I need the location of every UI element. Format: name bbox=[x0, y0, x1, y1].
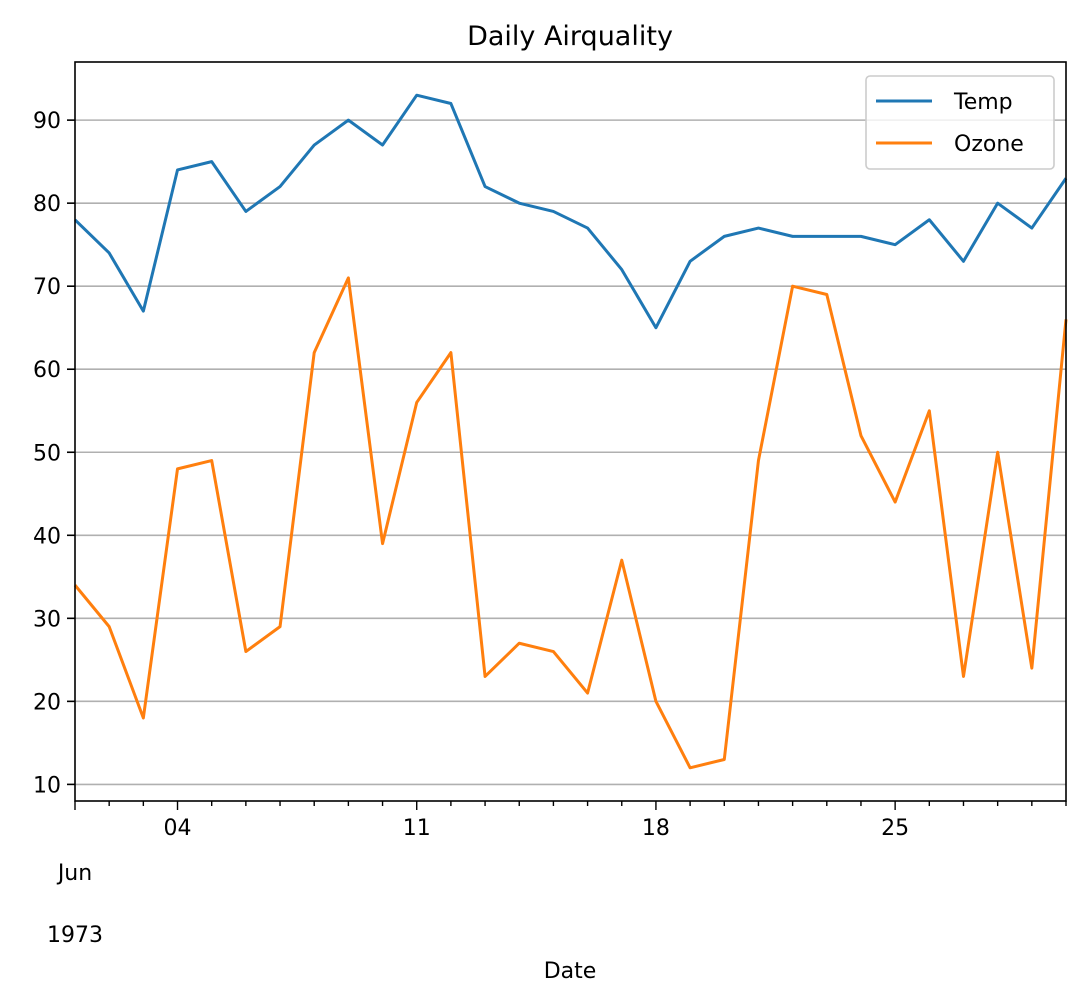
y-tick-label: 30 bbox=[33, 607, 61, 632]
x-tick-label: 25 bbox=[881, 816, 909, 841]
legend-label: Ozone bbox=[954, 132, 1024, 157]
plot-frame bbox=[74, 61, 1067, 802]
y-tick-label: 60 bbox=[33, 358, 61, 383]
series-lines bbox=[73, 93, 1068, 770]
x-tick-label: 11 bbox=[403, 816, 431, 841]
legend: Temp Ozone bbox=[865, 75, 1055, 170]
y-tick-label: 10 bbox=[33, 773, 61, 798]
y-axis: 10 20 30 40 50 60 70 80 90 bbox=[33, 109, 75, 798]
y-tick-label: 90 bbox=[33, 109, 61, 134]
x-year-label: 1973 bbox=[47, 923, 103, 948]
x-tick-label: 04 bbox=[164, 816, 192, 841]
y-tick-label: 40 bbox=[33, 524, 61, 549]
y-tick-label: 70 bbox=[33, 275, 61, 300]
x-axis: 04 11 18 25 bbox=[74, 801, 1067, 841]
legend-label: Temp bbox=[953, 90, 1013, 115]
series-line-ozone bbox=[73, 276, 1068, 770]
y-tick-label: 20 bbox=[33, 690, 61, 715]
x-tick-label: 18 bbox=[642, 816, 670, 841]
y-tick-label: 80 bbox=[33, 192, 61, 217]
y-tick-label: 50 bbox=[33, 441, 61, 466]
legend-box bbox=[865, 75, 1055, 170]
series-line-temp bbox=[73, 93, 1068, 330]
chart-title: Daily Airquality bbox=[467, 21, 673, 52]
x-axis-label: Date bbox=[544, 959, 597, 984]
x-month-label: Jun bbox=[56, 861, 92, 886]
